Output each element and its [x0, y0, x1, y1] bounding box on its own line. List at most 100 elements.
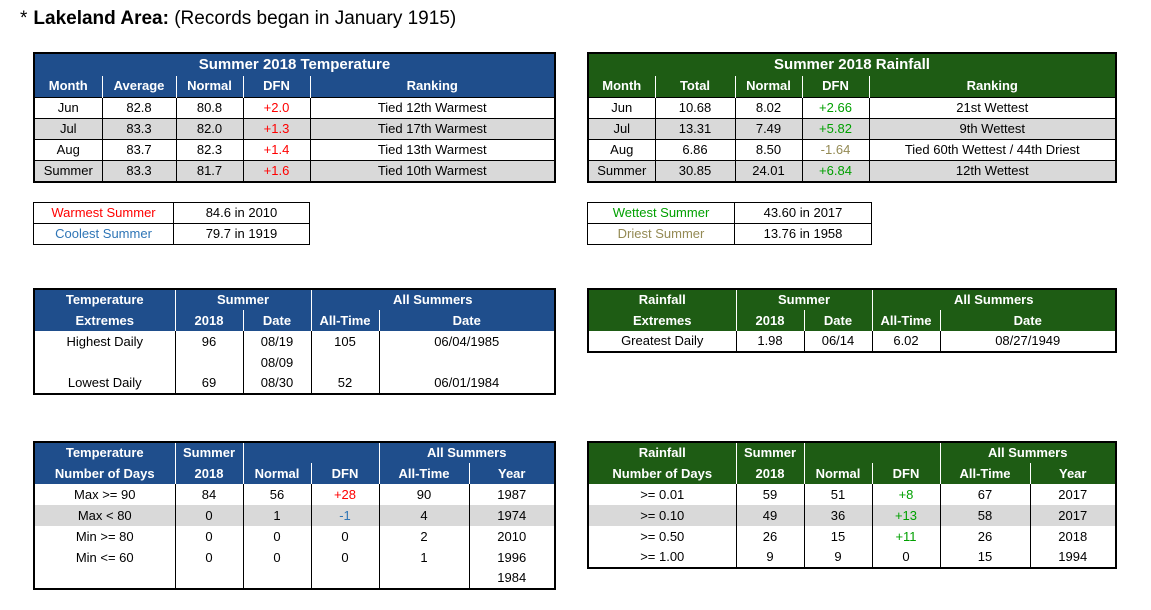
- page-title: * Lakeland Area: (Records began in Januar…: [20, 8, 456, 30]
- all-summers-heading: All Summers: [939, 442, 1116, 463]
- days-all-time: 58: [939, 505, 1030, 526]
- col-total: Total: [654, 76, 735, 97]
- lowest-daily-label: Lowest Daily: [67, 375, 142, 390]
- dfn-cell: +1.3: [242, 117, 310, 139]
- total-cell: 30.85: [654, 159, 735, 182]
- col-dfn: DFN: [242, 76, 310, 97]
- total-cell: 10.68: [654, 96, 735, 118]
- col-2018: 2018: [735, 310, 804, 331]
- table-row: Min <= 60 0 0 0 1 1996: [34, 547, 555, 568]
- days-year: 1996: [468, 547, 555, 568]
- days-2018: 0: [174, 547, 243, 568]
- month-cell: Aug: [34, 138, 102, 160]
- days-all-time: 2: [378, 526, 469, 547]
- month-cell: Summer: [588, 159, 655, 182]
- greatest-all-time-date: 08/27/1949: [939, 331, 1116, 352]
- temperature-extremes-heading: Temperature: [65, 292, 144, 307]
- days-normal: 15: [803, 526, 872, 547]
- days-normal: 1: [242, 505, 311, 526]
- greatest-daily-label: Greatest Daily: [621, 333, 704, 348]
- ranking-cell: 21st Wettest: [868, 96, 1116, 118]
- col-year: Year: [468, 463, 555, 484]
- days-normal: 0: [242, 526, 311, 547]
- col-month: Month: [48, 78, 88, 94]
- col-ranking: Ranking: [868, 76, 1116, 97]
- normal-cell: 8.02: [734, 96, 802, 118]
- days-dfn: 0: [310, 526, 379, 547]
- all-summers-heading: All Summers: [310, 289, 555, 310]
- extremes-subheading: Extremes: [75, 312, 135, 328]
- ranking-cell: Tied 10th Warmest: [309, 159, 555, 182]
- dfn-cell: +1.4: [242, 138, 310, 160]
- days-normal: 0: [242, 547, 311, 568]
- days-year: 2017: [1029, 484, 1116, 505]
- highest-daily-value: 96: [174, 331, 243, 352]
- wettest-summer-label: Wettest Summer: [587, 202, 735, 224]
- table-row: 08/09: [34, 352, 555, 373]
- table-row: Jun 82.8 80.8 +2.0 Tied 12th Warmest: [34, 96, 555, 118]
- table-row: Driest Summer 13.76 in 1958: [587, 223, 872, 245]
- lowest-daily-value: 69: [174, 373, 243, 394]
- month-cell: Jul: [588, 117, 655, 139]
- temperature-days-header-row-1: Temperature Summer All Summers: [34, 442, 555, 463]
- table-row: Jul 13.31 7.49 +5.82 9th Wettest: [588, 117, 1116, 139]
- normal-cell: 80.8: [175, 96, 243, 118]
- col-normal: Normal: [734, 76, 802, 97]
- col-2018: 2018: [735, 463, 804, 484]
- days-label: >= 0.01: [640, 486, 685, 502]
- col-dfn: DFN: [871, 463, 940, 484]
- rainfall-extremes-heading: Rainfall: [638, 292, 686, 307]
- days-subheading: Number of Days: [54, 465, 155, 481]
- days-all-time: 67: [939, 484, 1030, 505]
- days-2018: 0: [174, 505, 243, 526]
- rainfall-days-header-row-2: Number of Days 2018 Normal DFN All-Time …: [588, 463, 1116, 484]
- warmest-summer-value: 84.6 in 2010: [173, 202, 310, 224]
- month-cell: Jun: [588, 96, 655, 118]
- average-cell: 83.3: [101, 117, 176, 139]
- days-normal: 56: [242, 484, 311, 505]
- col-month: Month: [602, 78, 642, 94]
- month-cell: Jul: [34, 117, 102, 139]
- rainfall-summary-table: Summer 2018 Rainfall Month Total Normal …: [587, 52, 1117, 183]
- rainfall-extremes-table: Rainfall Summer All Summers Extremes 201…: [587, 288, 1117, 353]
- lowest-all-time-value: 52: [310, 373, 379, 394]
- col-normal: Normal: [803, 463, 872, 484]
- coolest-summer-value: 79.7 in 1919: [173, 223, 310, 245]
- normal-cell: 8.50: [734, 138, 802, 160]
- total-cell: 13.31: [654, 117, 735, 139]
- days-dfn: -1: [310, 505, 379, 526]
- temperature-summary-table: Summer 2018 Temperature Month Average No…: [33, 52, 556, 183]
- average-cell: 83.7: [101, 138, 176, 160]
- normal-cell: 24.01: [734, 159, 802, 182]
- month-cell: Jun: [34, 96, 102, 118]
- col-all-time: All-Time: [310, 310, 379, 331]
- col-all-time: All-Time: [378, 463, 469, 484]
- lowest-daily-date: 08/30: [242, 373, 311, 394]
- rainfall-extremes-header-row-1: Rainfall Summer All Summers: [588, 289, 1116, 310]
- wettest-summer-value: 43.60 in 2017: [734, 202, 872, 224]
- ranking-cell: Tied 12th Warmest: [309, 96, 555, 118]
- col-year: Year: [1029, 463, 1116, 484]
- normal-cell: 81.7: [175, 159, 243, 182]
- days-dfn: 0: [310, 547, 379, 568]
- days-2018: 84: [174, 484, 243, 505]
- temperature-extremes-header-row-1: Temperature Summer All Summers: [34, 289, 555, 310]
- days-2018: 26: [735, 526, 804, 547]
- temperature-days-heading: Temperature: [65, 445, 144, 460]
- month-cell: Aug: [588, 138, 655, 160]
- warmest-summer-label: Warmest Summer: [33, 202, 174, 224]
- coolest-summer-label: Coolest Summer: [33, 223, 174, 245]
- total-cell: 6.86: [654, 138, 735, 160]
- days-dfn: +11: [871, 526, 940, 547]
- highest-all-time-value: 105: [310, 331, 379, 352]
- table-row: Summer 30.85 24.01 +6.84 12th Wettest: [588, 159, 1116, 182]
- dfn-cell: -1.64: [801, 138, 869, 160]
- summer-heading: Summer: [174, 442, 243, 463]
- table-row: >= 0.01 59 51 +8 67 2017: [588, 484, 1116, 505]
- table-row: 1984: [34, 568, 555, 589]
- col-all-time: All-Time: [871, 310, 940, 331]
- ranking-cell: Tied 17th Warmest: [309, 117, 555, 139]
- col-2018: 2018: [174, 310, 243, 331]
- table-row: Aug 83.7 82.3 +1.4 Tied 13th Warmest: [34, 138, 555, 160]
- table-row: Wettest Summer 43.60 in 2017: [587, 202, 872, 224]
